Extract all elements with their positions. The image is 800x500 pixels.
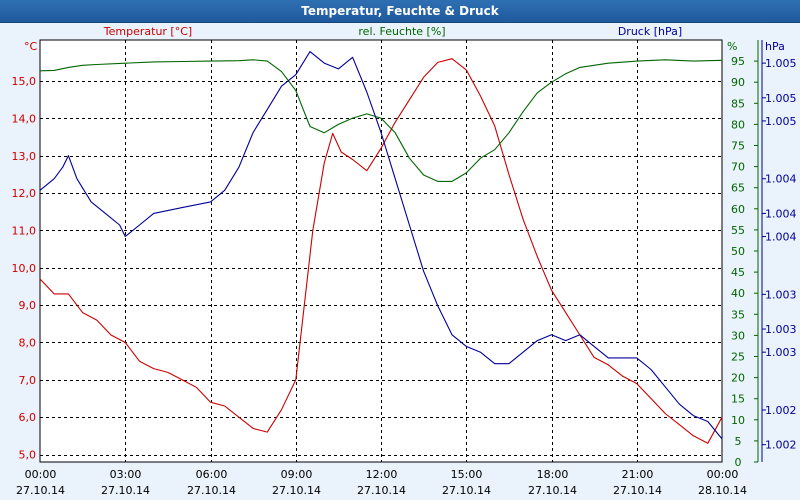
y-tick-temperature: 5,0 xyxy=(19,449,37,462)
y-tick-humidity: 70 xyxy=(731,161,745,174)
y-tick-humidity: 90 xyxy=(731,76,745,89)
x-tick-time: 09:00 xyxy=(281,468,313,481)
y-tick-temperature: 10,0 xyxy=(12,262,37,275)
x-tick-date: 27.10.14 xyxy=(442,484,491,497)
y-tick-humidity: 25 xyxy=(731,351,745,364)
x-tick-date: 27.10.14 xyxy=(357,484,406,497)
y-tick-pressure: 1.004 xyxy=(765,207,797,220)
y-tick-humidity: 95 xyxy=(731,55,745,68)
series-line-temperature xyxy=(39,58,723,444)
y-tick-humidity: 5 xyxy=(735,435,742,448)
y-tick-humidity: 55 xyxy=(731,224,745,237)
x-tick-time: 06:00 xyxy=(196,468,228,481)
y-unit-temperature: °C xyxy=(24,40,38,53)
y-tick-pressure: 1.003 xyxy=(765,346,797,359)
y-tick-humidity: 45 xyxy=(731,266,745,279)
y-tick-temperature: 8,0 xyxy=(19,336,37,349)
y-tick-pressure: 1.004 xyxy=(765,231,797,244)
y-tick-temperature: 7,0 xyxy=(19,374,37,387)
x-tick-date: 27.10.14 xyxy=(16,484,65,497)
series-line-pressure xyxy=(39,51,723,440)
y-tick-pressure: 1.005 xyxy=(765,115,797,128)
y-tick-humidity: 40 xyxy=(731,287,745,300)
title-bar: Temperatur, Feuchte & Druck xyxy=(0,0,800,23)
chart-title: Temperatur, Feuchte & Druck xyxy=(301,4,499,18)
x-tick-time: 00:00 xyxy=(25,468,57,481)
y-tick-humidity: 65 xyxy=(731,182,745,195)
x-tick-date: 27.10.14 xyxy=(528,484,577,497)
x-tick-time: 21:00 xyxy=(622,468,654,481)
x-tick-time: 12:00 xyxy=(366,468,398,481)
y-tick-pressure: 1.005 xyxy=(765,92,797,105)
y-unit-pressure: hPa xyxy=(765,40,785,53)
y-tick-temperature: 11,0 xyxy=(12,224,37,237)
y-tick-temperature: 15,0 xyxy=(12,75,37,88)
y-tick-temperature: 12,0 xyxy=(12,187,37,200)
x-tick-date: 27.10.14 xyxy=(187,484,236,497)
y-tick-pressure: 1.004 xyxy=(765,173,797,186)
y-tick-humidity: 85 xyxy=(731,97,745,110)
y-tick-humidity: 20 xyxy=(731,372,745,385)
x-tick-date: 27.10.14 xyxy=(613,484,662,497)
y-tick-humidity: 0 xyxy=(735,456,742,469)
y-tick-humidity: 75 xyxy=(731,140,745,153)
y-tick-humidity: 30 xyxy=(731,329,745,342)
y-tick-temperature: 14,0 xyxy=(12,112,37,125)
series-label-humidity: rel. Feuchte [%] xyxy=(358,25,445,38)
y-tick-pressure: 1.002 xyxy=(765,439,797,452)
y-tick-humidity: 10 xyxy=(731,414,745,427)
y-tick-humidity: 80 xyxy=(731,118,745,131)
x-tick-date: 28.10.14 xyxy=(698,484,747,497)
series-label-temperature: Temperatur [°C] xyxy=(103,25,192,38)
x-tick-date: 27.10.14 xyxy=(272,484,321,497)
x-tick-time: 03:00 xyxy=(110,468,142,481)
y-tick-pressure: 1.003 xyxy=(765,288,797,301)
y-tick-humidity: 50 xyxy=(731,245,745,258)
y-tick-pressure: 1.003 xyxy=(765,323,797,336)
y-tick-pressure: 1.002 xyxy=(765,404,797,417)
y-tick-temperature: 13,0 xyxy=(12,150,37,163)
y-tick-humidity: 15 xyxy=(731,393,745,406)
x-tick-time: 00:00 xyxy=(707,468,739,481)
x-tick-time: 15:00 xyxy=(451,468,483,481)
y-unit-humidity: % xyxy=(727,40,737,53)
y-tick-humidity: 35 xyxy=(731,308,745,321)
x-tick-time: 18:00 xyxy=(537,468,569,481)
y-tick-humidity: 60 xyxy=(731,203,745,216)
series-label-pressure: Druck [hPa] xyxy=(618,25,682,38)
x-tick-date: 27.10.14 xyxy=(101,484,150,497)
y-tick-temperature: 9,0 xyxy=(19,299,37,312)
y-tick-temperature: 6,0 xyxy=(19,411,37,424)
y-tick-pressure: 1.005 xyxy=(765,57,797,70)
series-line-humidity xyxy=(39,59,723,182)
